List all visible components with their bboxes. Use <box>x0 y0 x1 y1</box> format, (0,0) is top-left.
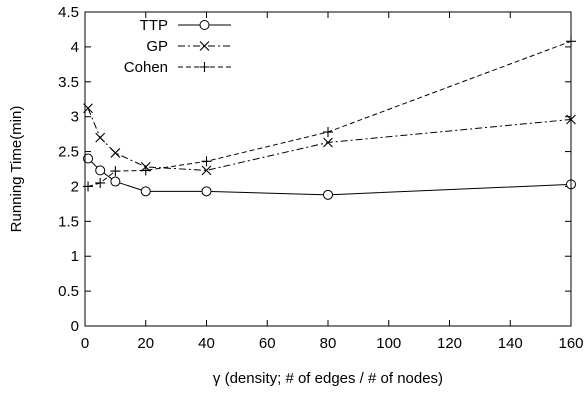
y-tick-label: 3.5 <box>58 74 79 91</box>
y-tick-label: 4 <box>71 39 79 56</box>
x-tick-label: 20 <box>137 335 154 352</box>
data-point-cohen <box>201 156 212 167</box>
y-axis-label: Running Time(min) <box>8 106 25 233</box>
legend-marker-cohen <box>199 62 210 72</box>
x-tick-label: 0 <box>81 335 89 352</box>
y-tick-label: 3 <box>71 109 79 126</box>
series-line-gp <box>87 108 572 171</box>
legend-label-cohen: Cohen <box>124 59 168 76</box>
y-tick-label: 0 <box>71 318 79 335</box>
data-point-gp <box>323 137 333 148</box>
legend: TTP GP Cohen <box>124 17 231 76</box>
data-point-gp <box>110 148 121 158</box>
x-tick-label: 140 <box>498 335 523 352</box>
x-axis-label: γ (density; # of edges / # of nodes) <box>213 370 443 387</box>
data-point-ttp <box>201 186 212 197</box>
y-tick-label: 4.5 <box>58 4 79 21</box>
x-tick-label: 160 <box>558 335 583 352</box>
data-point-ttp <box>323 189 333 200</box>
series-line-ttp <box>87 158 572 196</box>
legend-marker-ttp <box>199 20 210 30</box>
x-tick-label: 40 <box>198 335 215 352</box>
y-tick-label: 0.5 <box>58 283 79 300</box>
data-point-ttp <box>83 153 94 164</box>
legend-label-ttp: TTP <box>140 17 168 34</box>
data-point-cohen <box>140 165 151 176</box>
y-tick-label: 2 <box>71 178 79 195</box>
y-tick-label: 1.5 <box>58 213 79 230</box>
data-point-gp <box>201 165 212 176</box>
y-tick-label: 1 <box>71 248 79 265</box>
data-point-gp <box>95 132 106 143</box>
legend-label-gp: GP <box>146 38 168 55</box>
x-tick-label: 60 <box>259 335 276 352</box>
axis-ticks: 0 20 40 60 80 100 120 140 160 0 0.5 1 1.5 2 2.5 3 3.5 4 4.… <box>58 4 583 352</box>
data-point-ttp <box>110 176 121 187</box>
x-tick-label: 80 <box>320 335 337 352</box>
data-point-cohen <box>110 166 121 177</box>
x-tick-label: 100 <box>376 335 401 352</box>
x-tick-label: 120 <box>437 335 462 352</box>
data-point-cohen <box>95 177 106 188</box>
plot-frame <box>84 11 572 327</box>
data-point-cohen <box>323 127 333 138</box>
data-point-ttp <box>140 186 151 197</box>
legend-marker-gp <box>199 41 210 51</box>
y-tick-label: 2.5 <box>58 144 79 161</box>
data-point-ttp <box>95 165 106 176</box>
